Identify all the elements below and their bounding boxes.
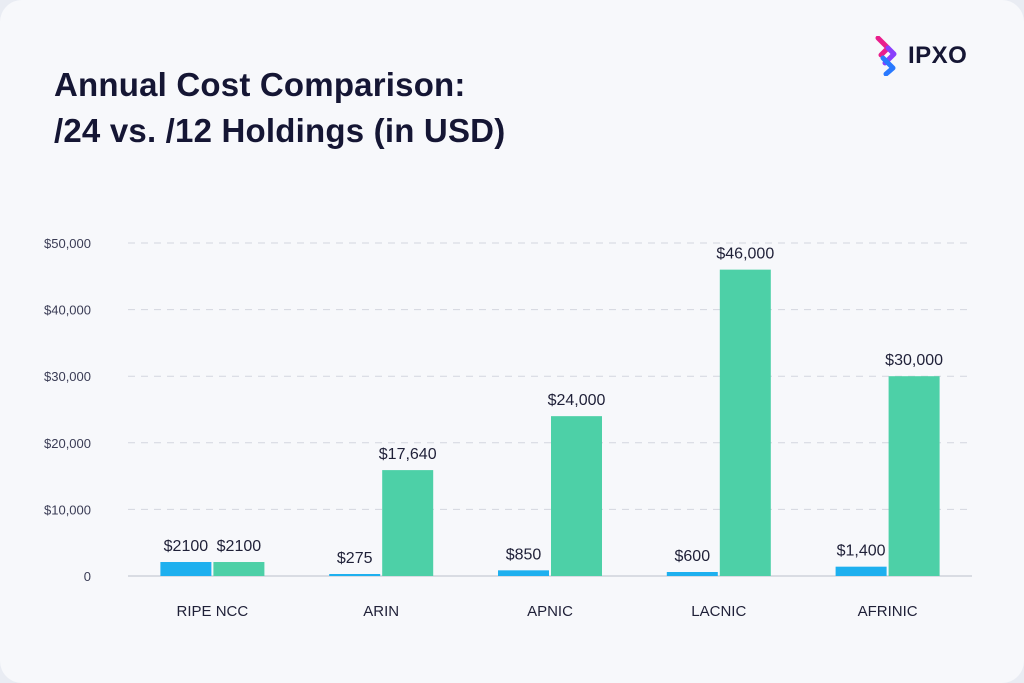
data-label: $600	[675, 548, 711, 565]
bar-24-holding	[160, 562, 212, 576]
bar-24-holding	[329, 574, 381, 576]
title-line-1: Annual Cost Comparison:	[54, 66, 466, 103]
title-line-2: /24 vs. /12 Holdings (in USD)	[54, 112, 506, 149]
y-tick-label: $10,000	[44, 502, 91, 517]
x-category-label: LACNIC	[691, 603, 746, 620]
data-label: $2100	[164, 538, 209, 555]
y-tick-label: 0	[84, 569, 91, 584]
bar-24-holding	[498, 570, 549, 576]
ipxo-logo-icon	[875, 36, 897, 76]
data-label: $17,640	[379, 446, 437, 463]
bar-12-holding	[382, 470, 434, 576]
chart-title: Annual Cost Comparison: /24 vs. /12 Hold…	[54, 62, 505, 154]
brand-logo: IPXO	[874, 34, 967, 78]
data-label: $1,400	[837, 543, 886, 560]
data-label: $46,000	[716, 246, 774, 263]
bar-24-holding	[835, 566, 887, 576]
y-tick-label: $40,000	[44, 303, 91, 318]
x-category-label: ARIN	[363, 603, 399, 620]
y-tick-label: $30,000	[44, 369, 91, 384]
bar-12-holding	[888, 376, 940, 576]
x-category-label: APNIC	[527, 603, 573, 620]
x-category-label: RIPE NCC	[177, 603, 249, 620]
bar-12-holding	[213, 562, 265, 576]
data-label: $850	[506, 546, 542, 563]
bar-12-holding	[551, 416, 602, 576]
data-label: $30,000	[885, 352, 943, 369]
y-tick-label: $20,000	[44, 436, 91, 451]
brand-name: IPXO	[908, 42, 968, 69]
x-category-label: AFRINIC	[858, 603, 918, 620]
data-label: $2100	[217, 538, 262, 555]
data-label: $24,000	[548, 392, 606, 409]
bar-12-holding	[719, 269, 771, 576]
bar-24-holding	[666, 572, 718, 576]
data-label: $275	[337, 550, 373, 567]
y-tick-label: $50,000	[44, 236, 91, 251]
